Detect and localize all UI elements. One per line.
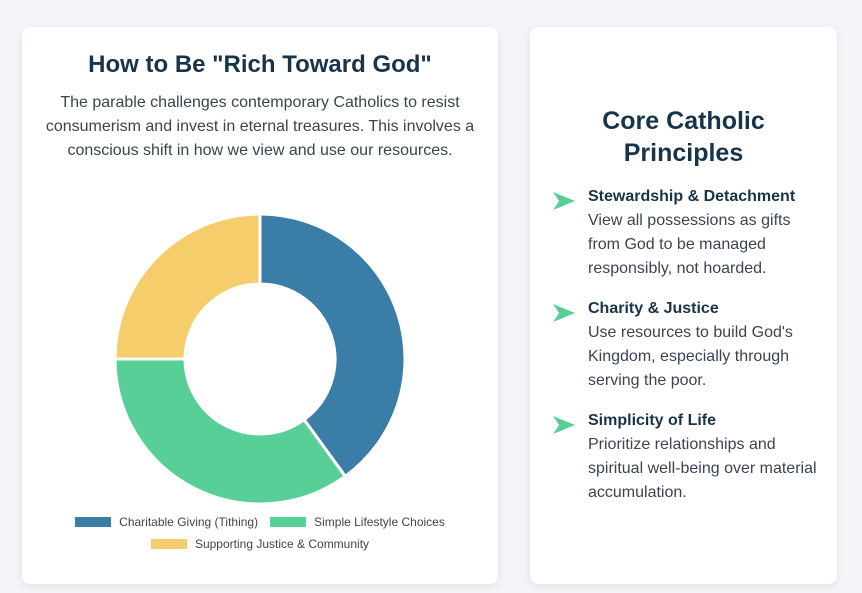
legend-label-charitable-giving: Charitable Giving (Tithing) xyxy=(119,515,259,529)
principle-heading: Stewardship & Detachment xyxy=(588,188,796,205)
arrow-right-icon xyxy=(552,297,588,328)
chart-card: How to Be "Rich Toward God" The parable … xyxy=(22,27,498,584)
principles-list: Stewardship & Detachment View all posses… xyxy=(552,185,822,521)
legend-swatch-charitable-giving xyxy=(75,517,112,527)
legend-item-simple-lifestyle[interactable]: Simple Lifestyle Choices xyxy=(270,515,445,529)
legend-item-charitable-giving[interactable]: Charitable Giving (Tithing) xyxy=(75,515,258,529)
principles-title-line-1: Core Catholic xyxy=(602,107,765,135)
principles-card-title: Core Catholic Principles xyxy=(530,105,837,169)
principle-text: View all possessions as gifts from God t… xyxy=(588,212,791,277)
legend-item-supporting-justice[interactable]: Supporting Justice & Community xyxy=(150,537,370,551)
slice-charitable-giving[interactable] xyxy=(258,213,406,479)
legend-label-simple-lifestyle: Simple Lifestyle Choices xyxy=(314,515,445,529)
arrow-right-icon xyxy=(552,185,588,216)
legend-swatch-supporting-justice xyxy=(150,539,187,549)
principle-text: Use resources to build God's Kingdom, es… xyxy=(588,324,793,389)
principle-item-simplicity: Simplicity of Life Prioritize relationsh… xyxy=(552,409,822,505)
principle-item-stewardship: Stewardship & Detachment View all posses… xyxy=(552,185,822,281)
chart-legend-row-2: Supporting Justice & Community xyxy=(22,537,498,551)
chart-card-title: How to Be "Rich Toward God" xyxy=(88,51,432,78)
principles-title-line-2: Principles xyxy=(623,139,744,167)
principles-card: Core Catholic Principles Stewardship & D… xyxy=(530,27,837,584)
legend-swatch-simple-lifestyle xyxy=(270,517,307,527)
principle-text: Prioritize relationships and spiritual w… xyxy=(588,436,817,501)
chart-card-description: The parable challenges contemporary Cath… xyxy=(45,94,475,159)
slice-supporting-justice[interactable] xyxy=(114,213,262,361)
legend-label-supporting-justice: Supporting Justice & Community xyxy=(194,537,370,551)
principle-heading: Simplicity of Life xyxy=(588,412,717,429)
slice-simple-lifestyle[interactable] xyxy=(114,357,348,505)
donut-chart xyxy=(114,213,406,505)
arrow-right-icon xyxy=(552,409,588,440)
chart-legend-row-1: Charitable Giving (Tithing) Simple Lifes… xyxy=(22,515,498,529)
principle-item-charity: Charity & Justice Use resources to build… xyxy=(552,297,822,393)
principle-heading: Charity & Justice xyxy=(588,300,719,317)
